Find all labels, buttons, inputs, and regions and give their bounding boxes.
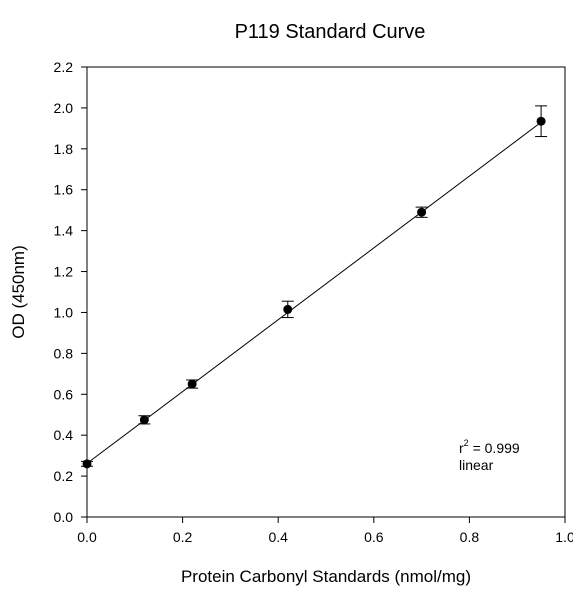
data-point	[187, 379, 197, 389]
chart-title: P119 Standard Curve	[235, 21, 426, 43]
x-axis: 0.0 0.2 0.4 0.6 0.8 1.0	[77, 517, 573, 545]
y-axis-label: OD (450nm)	[9, 245, 28, 339]
y-tick-label: 2.0	[54, 100, 74, 116]
y-tick-label: 0.4	[54, 427, 74, 443]
x-axis-label: Protein Carbonyl Standards (nmol/mg)	[181, 567, 471, 586]
y-axis: 0.0 0.2 0.4 0.6 0.8 1.0 1.2 1.4 1.6 1.8 2.0 2.2	[54, 59, 87, 525]
y-tick-label: 1.6	[54, 182, 74, 198]
data-point	[283, 304, 293, 314]
x-tick-label: 0.4	[268, 529, 288, 545]
y-tick-label: 0.8	[54, 345, 74, 361]
fit-line-layer	[86, 121, 542, 464]
y-tick-label: 0.6	[54, 386, 74, 402]
data-point	[82, 459, 92, 469]
y-tick-label: 0.0	[54, 509, 74, 525]
y-tick-label: 2.2	[54, 59, 74, 75]
plot-frame	[86, 66, 566, 518]
x-tick-label: 1.0	[555, 529, 573, 545]
y-tick-label: 1.0	[54, 304, 74, 320]
linear-fit-line	[86, 121, 542, 464]
x-tick-label: 0.6	[364, 529, 384, 545]
fit-type-annotation: linear	[459, 457, 494, 473]
y-tick-label: 0.2	[54, 468, 74, 484]
r-squared-superscript: 2	[464, 438, 469, 448]
x-tick-label: 0.0	[77, 529, 97, 545]
data-point	[417, 207, 427, 217]
data-point-layer	[82, 116, 546, 469]
x-tick-label: 0.2	[173, 529, 193, 545]
y-tick-label: 1.8	[54, 141, 74, 157]
error-bar-layer	[81, 105, 548, 467]
y-tick-label: 1.4	[54, 223, 74, 239]
y-tick-label: 1.2	[54, 264, 74, 280]
data-point	[536, 116, 546, 126]
r-squared-value: = 0.999	[469, 440, 520, 456]
data-point	[139, 415, 149, 425]
r-symbol: r	[459, 440, 464, 456]
x-tick-label: 0.8	[460, 529, 480, 545]
plot-area: 0.0 0.2 0.4 0.6 0.8 1.0 0.0 0.2 0.4 0.6 0.8 1.0 1.2…	[54, 59, 573, 545]
r-squared-annotation: r2 = 0.999	[459, 438, 520, 456]
